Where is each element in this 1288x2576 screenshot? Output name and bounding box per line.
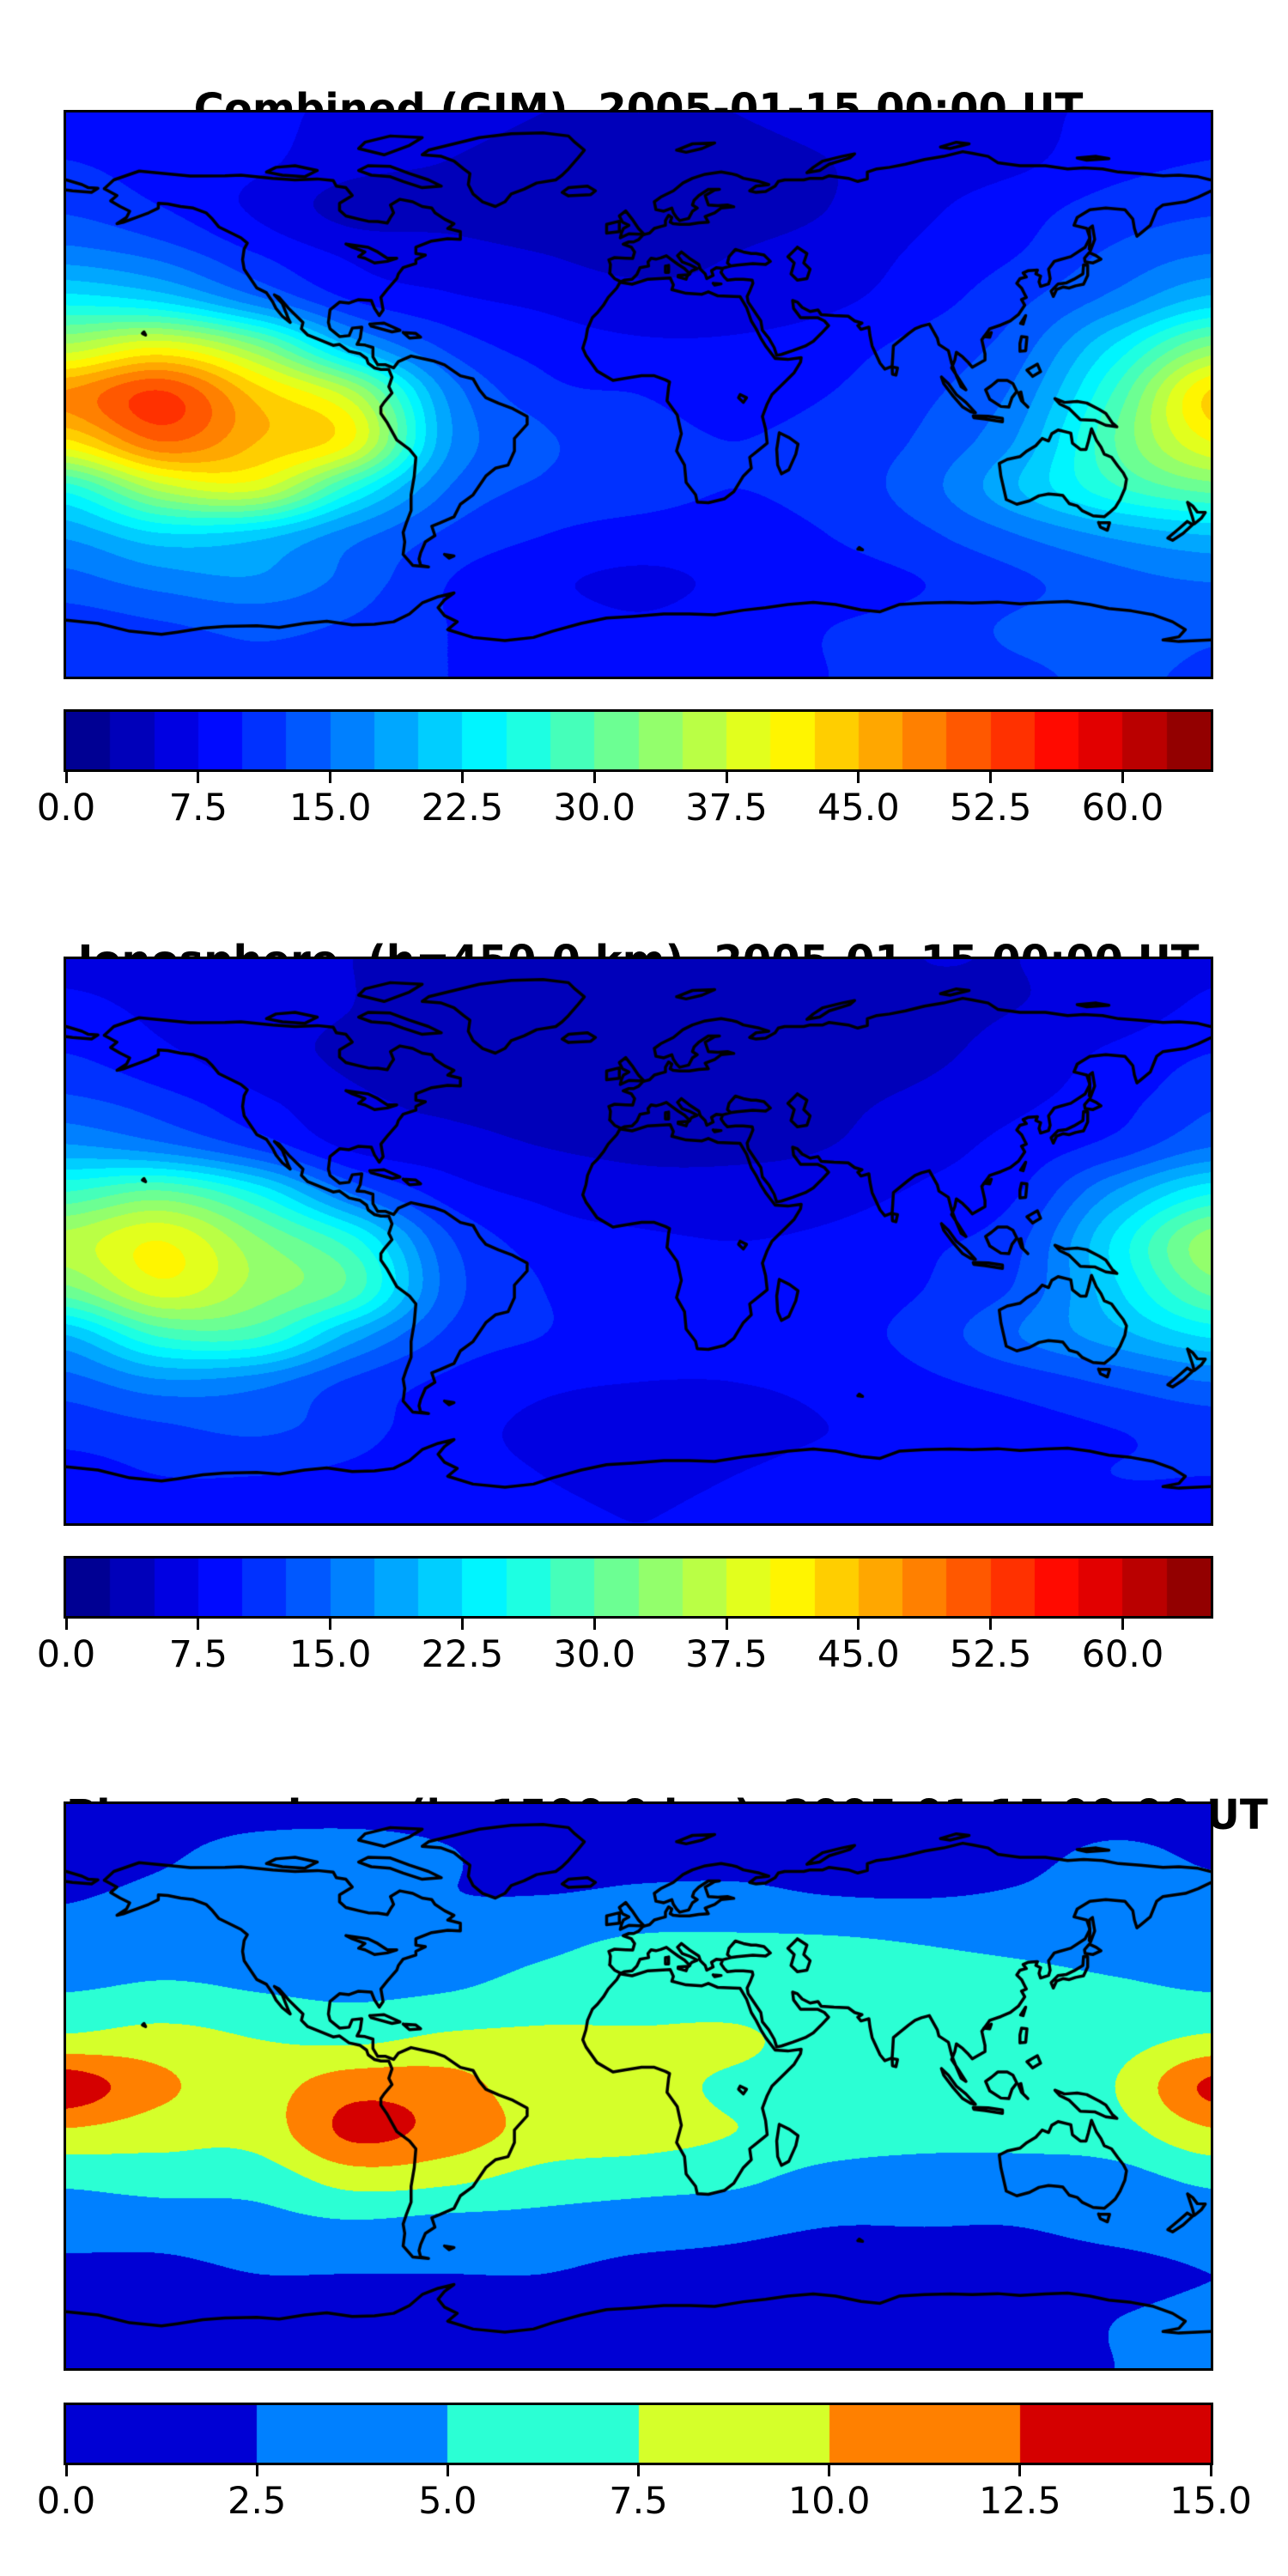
- colorbar-tick-label: 30.0: [553, 787, 636, 829]
- colorbar-tick-label: 37.5: [685, 787, 768, 829]
- colorbar-tick: [725, 769, 728, 783]
- colorbar-tick: [989, 769, 993, 783]
- colorbar-tick-label: 7.5: [168, 1633, 228, 1676]
- colorbar-tick: [857, 769, 860, 783]
- colorbar-tick-label: 2.5: [227, 2480, 287, 2523]
- map-combined-gim: [64, 110, 1213, 679]
- colorbar-tick-label: 0.0: [36, 2480, 96, 2523]
- colorbar-tick-label: 22.5: [421, 787, 504, 829]
- colorbar-tick: [64, 2463, 68, 2476]
- colorbar-tick-label: 7.5: [168, 787, 228, 829]
- colorbar-tick: [1018, 2463, 1022, 2476]
- colorbar-ionosphere: 0.0 7.5 15.0 22.5 30.0 37.5 45.0 52.5 60.0: [37, 1556, 1213, 1685]
- colorbar-tick: [197, 769, 200, 783]
- colorbar-tick: [1121, 1616, 1124, 1630]
- colorbar-tick: [64, 769, 68, 783]
- colorbar-tick: [329, 769, 332, 783]
- colorbar-tick-label: 5.0: [418, 2480, 477, 2523]
- colorbar-tick-label: 0.0: [36, 1633, 96, 1676]
- colorbar-tick: [592, 769, 596, 783]
- contour-map-canvas: [66, 1804, 1211, 2368]
- colorbar-strip: [64, 1556, 1213, 1619]
- colorbar-tick-label: 12.5: [978, 2480, 1061, 2523]
- colorbar-canvas: [66, 1558, 1211, 1616]
- colorbar-tick: [446, 2463, 449, 2476]
- colorbar-tick-label: 52.5: [949, 1633, 1032, 1676]
- colorbar-tick-label: 45.0: [817, 787, 900, 829]
- colorbar-tick-label: 0.0: [36, 787, 96, 829]
- colorbar-plasmasphere: 0.0 2.5 5.0 7.5 10.0 12.5 15.0: [37, 2403, 1252, 2531]
- colorbar-tick-label: 60.0: [1081, 1633, 1164, 1676]
- colorbar-strip: [64, 2403, 1213, 2465]
- colorbar-canvas: [66, 712, 1211, 769]
- colorbar-tick: [460, 769, 464, 783]
- colorbar-tick: [989, 1616, 993, 1630]
- colorbar-canvas: [66, 2405, 1211, 2463]
- colorbar-tick: [1209, 2463, 1212, 2476]
- colorbar-tick: [197, 1616, 200, 1630]
- colorbar-tick-label: 15.0: [289, 787, 372, 829]
- colorbar-tick: [460, 1616, 464, 1630]
- colorbar-tick: [255, 2463, 258, 2476]
- colorbar-tick: [637, 2463, 640, 2476]
- map-plasmasphere: [64, 1801, 1213, 2371]
- colorbar-tick-label: 15.0: [1170, 2480, 1252, 2523]
- contour-map-canvas: [66, 112, 1211, 677]
- colorbar-strip: [64, 709, 1213, 772]
- colorbar-tick-label: 10.0: [787, 2480, 871, 2523]
- colorbar-tick: [828, 2463, 831, 2476]
- colorbar-tick: [857, 1616, 860, 1630]
- colorbar-tick-label: 52.5: [949, 787, 1032, 829]
- colorbar-tick: [725, 1616, 728, 1630]
- colorbar-tick: [329, 1616, 332, 1630]
- colorbar-tick-label: 45.0: [817, 1633, 900, 1676]
- colorbar-tick: [64, 1616, 68, 1630]
- colorbar-tick-label: 37.5: [685, 1633, 768, 1676]
- colorbar-tick: [1121, 769, 1124, 783]
- colorbar-tick-label: 15.0: [289, 1633, 372, 1676]
- colorbar-tick-label: 22.5: [421, 1633, 504, 1676]
- colorbar-tick-label: 30.0: [553, 1633, 636, 1676]
- contour-map-canvas: [66, 959, 1211, 1523]
- colorbar-tick-label: 7.5: [609, 2480, 668, 2523]
- colorbar-tick-label: 60.0: [1081, 787, 1164, 829]
- colorbar-combined-gim: 0.0 7.5 15.0 22.5 30.0 37.5 45.0 52.5 60.0: [37, 709, 1213, 838]
- colorbar-tick: [592, 1616, 596, 1630]
- map-ionosphere: [64, 957, 1213, 1526]
